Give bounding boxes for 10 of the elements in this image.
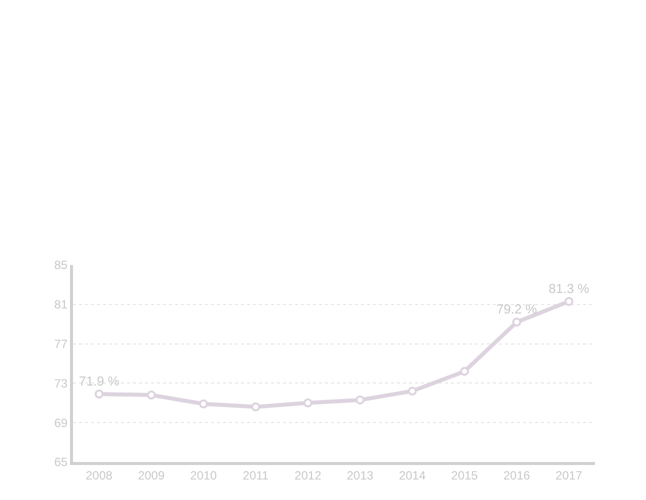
- point: [303, 398, 312, 408]
- point: [94, 390, 104, 399]
- point: [460, 366, 469, 376]
- point: [199, 399, 208, 408]
- point: [146, 390, 156, 400]
- point: [356, 395, 365, 404]
- point: [251, 402, 260, 412]
- point: [408, 386, 417, 396]
- point: [512, 318, 522, 327]
- point: [564, 296, 574, 306]
